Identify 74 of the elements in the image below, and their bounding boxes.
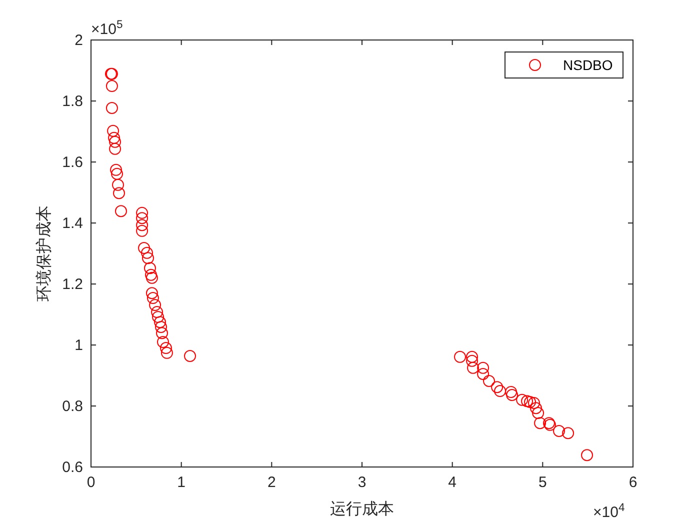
- x-tick-label: 1: [177, 474, 186, 491]
- point: [146, 292, 159, 304]
- point: [466, 354, 478, 367]
- point: [491, 381, 504, 394]
- point: [160, 342, 172, 354]
- point: [109, 142, 122, 155]
- point: [160, 346, 173, 359]
- point: [528, 396, 540, 409]
- point: [532, 407, 544, 420]
- point: [109, 136, 122, 148]
- point: [114, 205, 127, 218]
- point: [152, 310, 164, 323]
- point: [530, 402, 542, 414]
- point: [494, 385, 506, 398]
- point: [136, 206, 148, 219]
- y-tick-label: 2: [74, 32, 83, 49]
- x-tick-label: 2: [267, 474, 276, 491]
- text: ×10$^{5}$: [91, 19, 123, 38]
- point: [553, 425, 566, 438]
- point: [184, 350, 196, 362]
- point: [146, 272, 158, 284]
- point: [534, 417, 546, 430]
- point: [110, 164, 122, 176]
- point: [106, 80, 118, 92]
- point: [477, 362, 490, 374]
- point: [144, 262, 156, 274]
- point: [483, 374, 496, 387]
- point: [521, 395, 534, 408]
- y-tick-label: 1.4: [62, 215, 83, 232]
- legend-label: NSDBO: [563, 57, 613, 73]
- point: [155, 321, 168, 334]
- point: [581, 449, 594, 462]
- point: [138, 242, 150, 254]
- x-axis-title: 运行成本: [330, 500, 394, 518]
- point: [516, 394, 528, 406]
- point: [477, 368, 490, 380]
- point: [108, 132, 120, 144]
- text: ×10$^{4}$: [593, 502, 625, 521]
- point: [107, 124, 120, 137]
- y-tick-label: 1.2: [62, 276, 83, 293]
- point: [149, 299, 162, 312]
- point: [562, 427, 574, 440]
- point: [136, 212, 148, 224]
- point: [144, 268, 157, 281]
- x-tick-label: 5: [538, 474, 547, 491]
- point: [156, 327, 168, 340]
- point: [112, 178, 124, 191]
- y-tick-label: 1.8: [62, 93, 83, 110]
- point: [454, 350, 466, 363]
- point: [151, 306, 164, 318]
- y-axis-title: 环境保护成本: [35, 206, 53, 302]
- y-tick-label: 0.6: [62, 459, 83, 476]
- y-tick-label: 1: [74, 337, 83, 354]
- point: [505, 386, 518, 398]
- point: [467, 362, 480, 374]
- x-tick-label: 3: [358, 474, 366, 491]
- point: [141, 246, 154, 259]
- point: [506, 389, 518, 402]
- point: [524, 396, 536, 408]
- point: [136, 219, 148, 232]
- point: [136, 224, 148, 237]
- y-tick-label: 0.8: [62, 398, 83, 415]
- point: [142, 252, 154, 264]
- y-tick-label: 1.6: [62, 154, 83, 171]
- point: [156, 336, 169, 348]
- x-tick-label: 6: [628, 474, 638, 491]
- point: [154, 316, 166, 328]
- point: [106, 102, 118, 114]
- x-tick-label: 0: [86, 474, 96, 491]
- point: [466, 350, 478, 363]
- point: [113, 187, 126, 200]
- point: [111, 168, 124, 180]
- point: [146, 287, 158, 300]
- x-tick-label: 4: [448, 474, 457, 491]
